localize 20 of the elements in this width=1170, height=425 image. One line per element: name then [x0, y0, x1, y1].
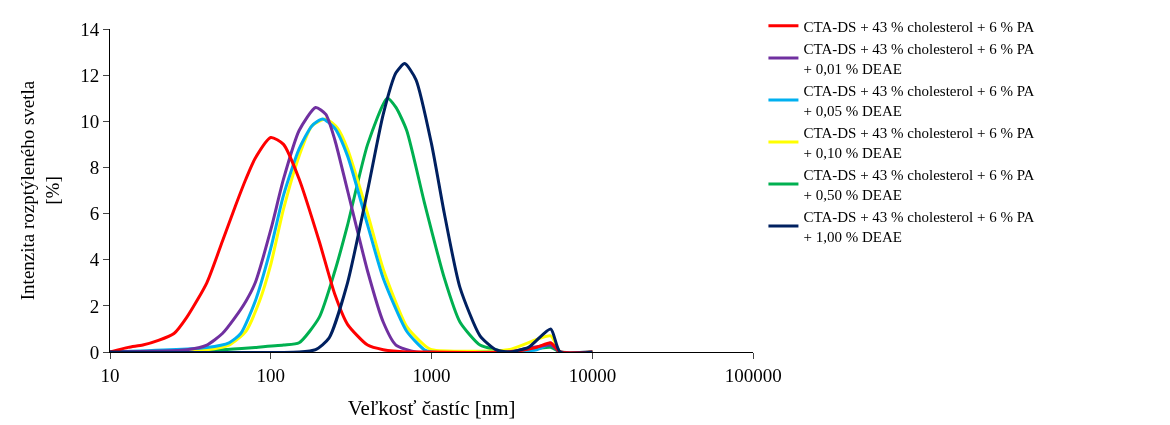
y-tick-label: 2	[89, 295, 100, 317]
legend-label: CTA-DS + 43 % cholesterol + 6 % PA + 1,00 % DEAE	[803, 209, 1035, 245]
legend-label: CTA-DS + 43 % cholesterol + 6 % PA + 0,50 % DEAE	[803, 167, 1035, 203]
x-tick-label: 10000	[568, 364, 617, 386]
y-tick-label: 8	[89, 157, 100, 179]
legend-label: CTA-DS + 43 % cholesterol + 6 % PA + 0,10 % DEAE	[803, 125, 1035, 161]
y-tick-label: 6	[89, 203, 100, 225]
legend-label: CTA-DS + 43 % cholesterol + 6 % PA + 0,01 % DEAE	[803, 41, 1035, 77]
legend-label: CTA-DS + 43 % cholesterol + 6 % PA + 0,05 % DEAE	[803, 83, 1035, 119]
y-axis-title: Intenzita rozptýleného svetla [%]	[17, 80, 64, 301]
x-tick-label: 100000	[724, 364, 782, 386]
y-tick-label: 0	[89, 341, 100, 363]
y-tick-label: 10	[80, 110, 100, 132]
x-axis-title: Veľkosť častíc [nm]	[347, 396, 516, 420]
x-tick-label: 100	[256, 364, 286, 386]
legend-label: CTA-DS + 43 % cholesterol + 6 % PA	[803, 18, 1035, 35]
y-tick-label: 12	[80, 64, 100, 86]
x-tick-label: 1000	[412, 364, 451, 386]
y-tick-label: 4	[89, 249, 100, 271]
y-tick-label: 14	[80, 18, 100, 40]
